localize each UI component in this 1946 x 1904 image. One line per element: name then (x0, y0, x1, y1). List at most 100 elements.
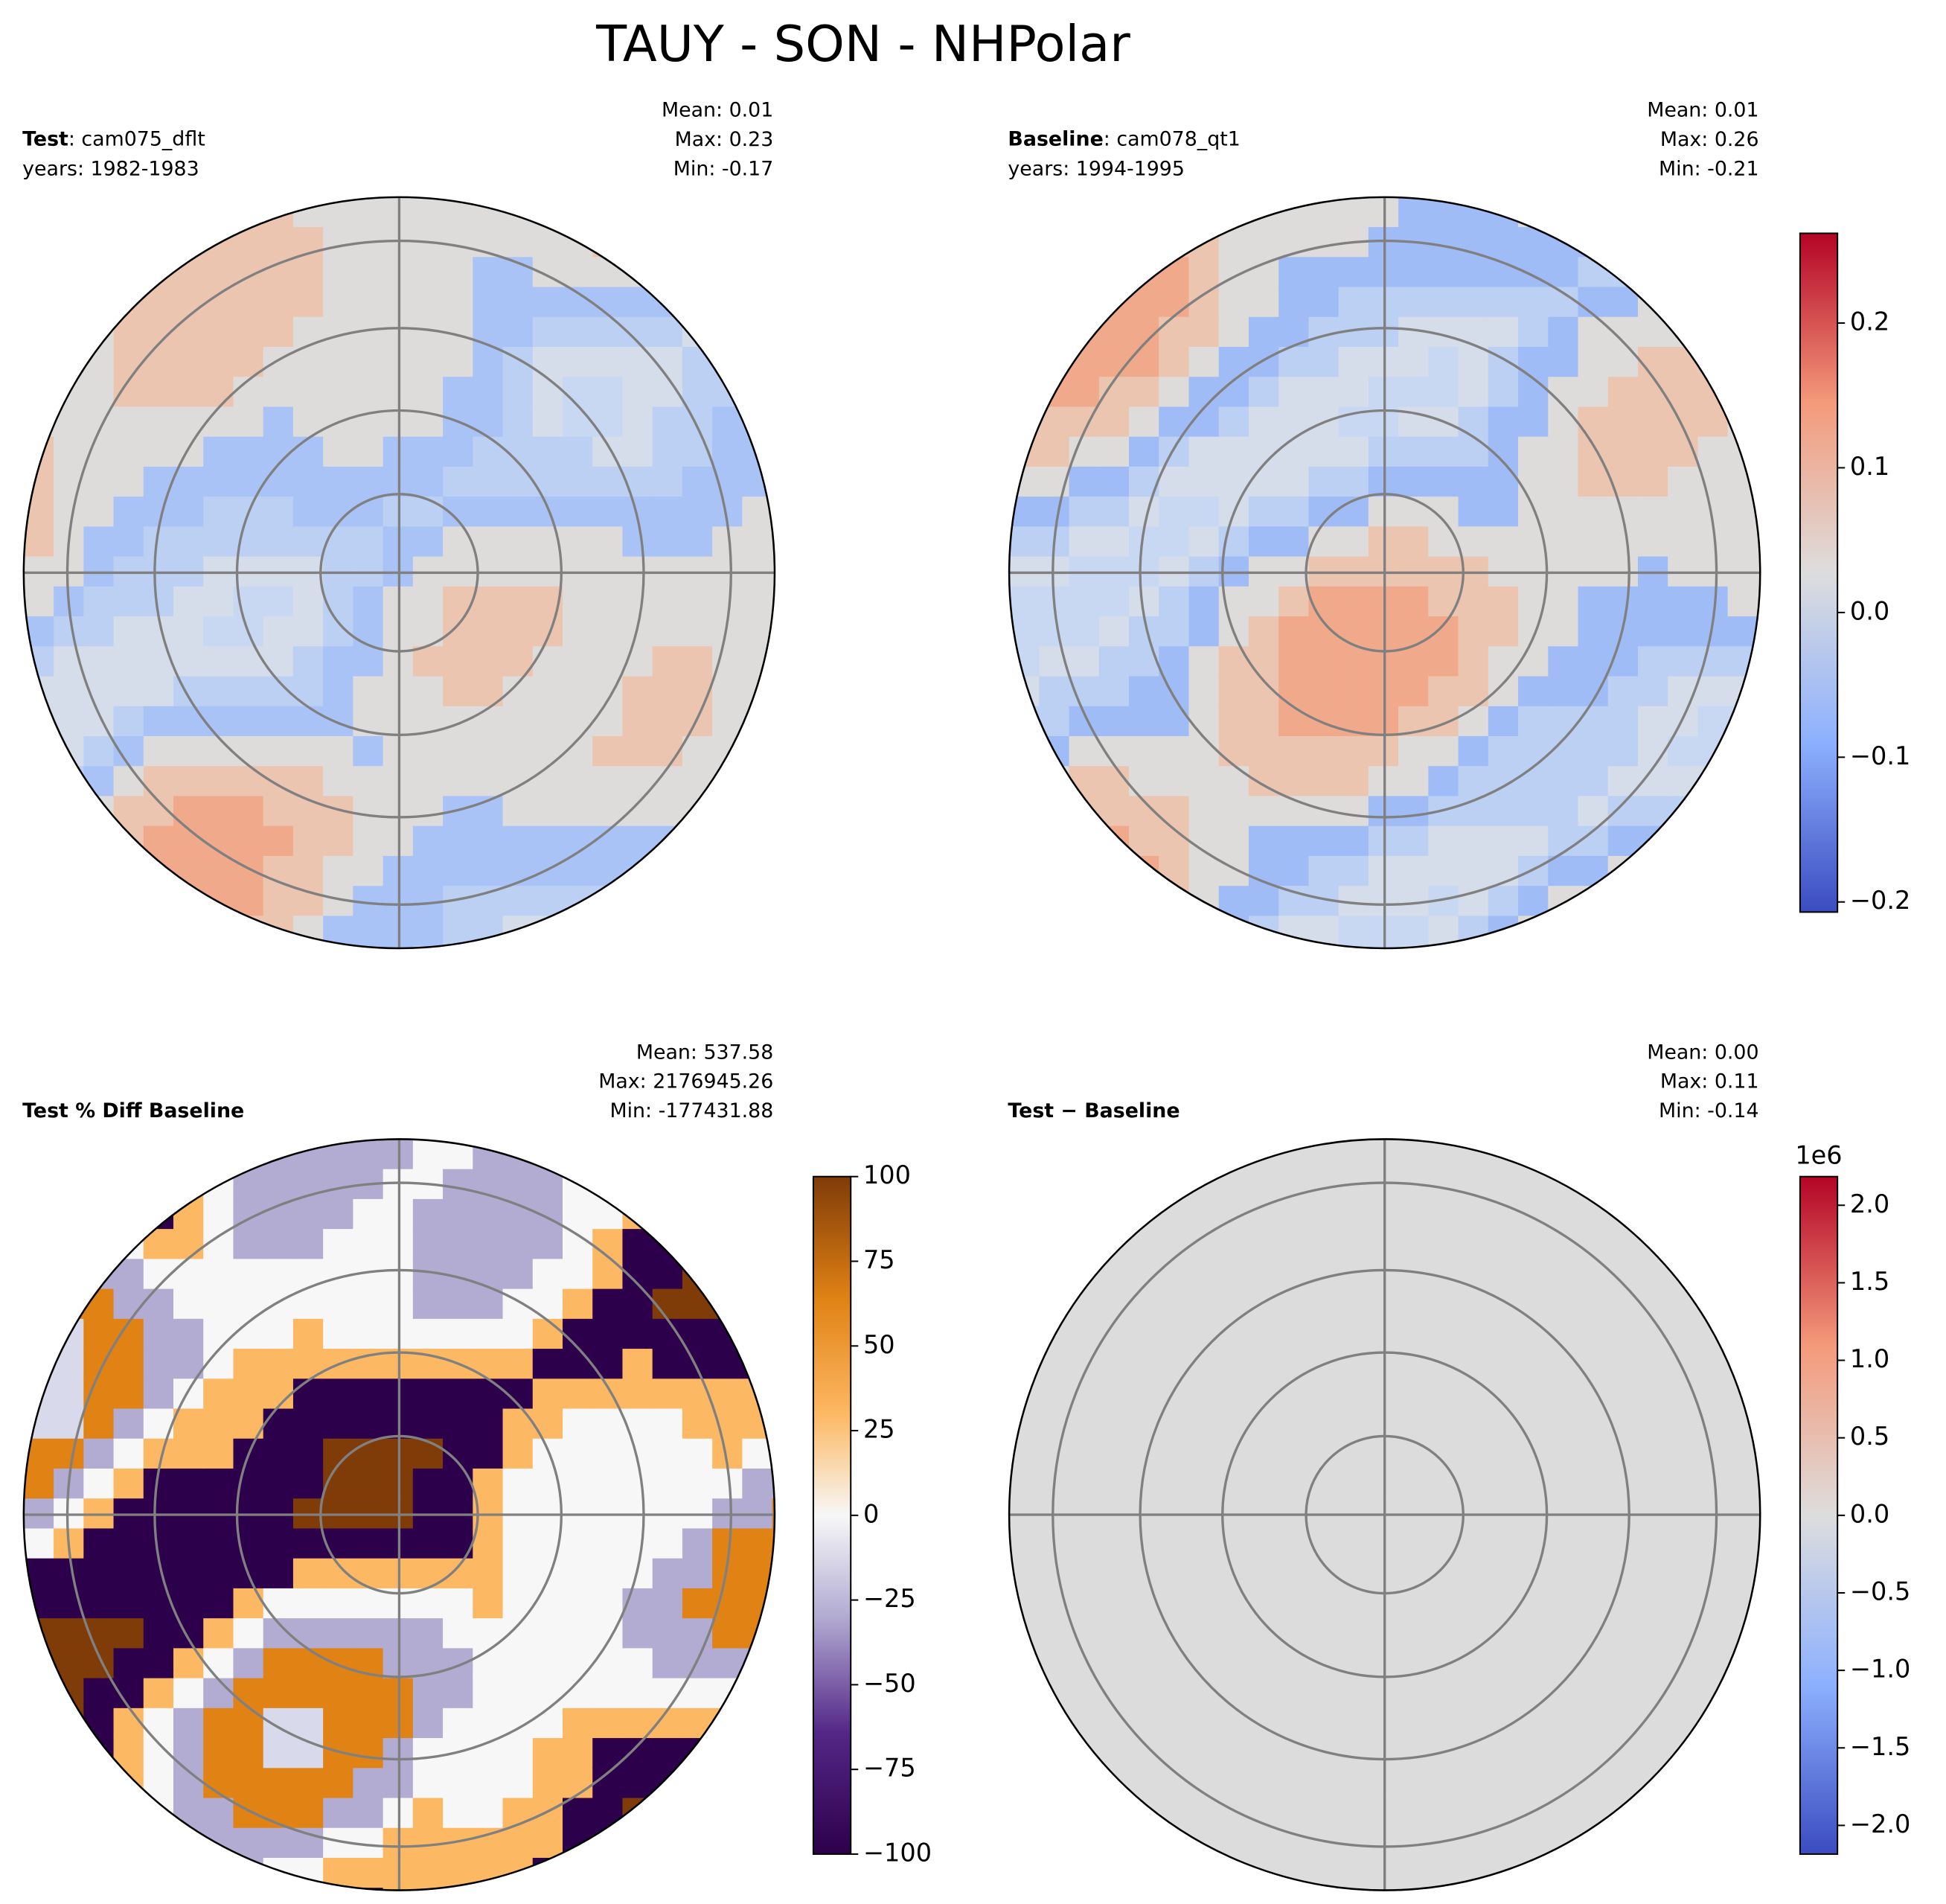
map-cell (292, 646, 324, 677)
map-cell (1308, 1648, 1340, 1679)
map-cell (23, 436, 54, 467)
map-cell (1727, 586, 1758, 617)
map-cell (532, 706, 563, 737)
map-cell (233, 1169, 264, 1200)
map-cell (323, 1888, 354, 1891)
map-cell (292, 586, 324, 617)
map-cell (652, 855, 683, 886)
map-cell (1548, 287, 1579, 318)
map-cell (622, 736, 653, 767)
map-cell (1069, 287, 1100, 318)
map-cell (473, 1438, 504, 1469)
map-cell (1488, 586, 1519, 617)
map-cell (23, 855, 54, 886)
map-cell (1757, 825, 1761, 857)
map-cell (1218, 796, 1249, 827)
map-cell (592, 646, 624, 677)
map-cell (113, 227, 144, 258)
map-cell (1697, 1198, 1729, 1230)
map-cell (1009, 257, 1040, 288)
map-cell (1548, 945, 1579, 948)
map-cell (54, 1379, 85, 1410)
map-cell (1129, 1588, 1160, 1619)
map-cell (1607, 1379, 1639, 1410)
map-cell (652, 496, 683, 528)
map-cell (1428, 1618, 1459, 1649)
map-cell (1218, 1259, 1249, 1290)
map-cell (682, 347, 713, 378)
map-cell (502, 1288, 534, 1320)
map-cell (1578, 1438, 1609, 1469)
map-cell (1578, 886, 1609, 917)
map-cell (772, 197, 775, 228)
map-cell (1098, 1438, 1130, 1469)
map-cell (532, 1408, 563, 1440)
map-cell (83, 257, 115, 288)
map-cell (412, 1768, 444, 1799)
map-cell (742, 916, 773, 947)
map-cell (1428, 616, 1459, 648)
map-cell (1488, 496, 1519, 528)
map-cell (1098, 1349, 1130, 1380)
map-cell (323, 825, 354, 857)
map-cell (1518, 1798, 1549, 1829)
map-cell (592, 197, 624, 228)
map-cell (1098, 1379, 1130, 1410)
map-cell (652, 1528, 683, 1559)
map-cell (1518, 1738, 1549, 1769)
map-cell (1727, 1678, 1758, 1709)
panel-years: years: 1982-1983 (22, 157, 199, 180)
map-cell (1518, 1678, 1549, 1709)
map-cell (412, 526, 444, 558)
map-cell (1488, 227, 1519, 258)
map-cell (1458, 825, 1489, 857)
map-cell (772, 1438, 775, 1469)
map-cell (443, 646, 474, 677)
map-cell (1039, 406, 1070, 438)
map-cell (203, 316, 234, 348)
map-cell (233, 796, 264, 827)
map-cell (1248, 1349, 1280, 1380)
map-cell (1248, 1888, 1280, 1891)
map-cell (563, 347, 594, 378)
map-cell (54, 227, 85, 258)
map-cell (682, 1198, 713, 1230)
map-cell (113, 646, 144, 677)
map-cell (113, 916, 144, 947)
colorbar-tick-label: 75 (863, 1245, 895, 1274)
map-cell (173, 377, 205, 408)
map-cell (1607, 1618, 1639, 1649)
map-cell (1398, 347, 1430, 378)
map-cell (1727, 1198, 1758, 1230)
map-cell (473, 1827, 504, 1859)
map-cell (682, 1798, 713, 1829)
map-cell (1757, 1768, 1761, 1799)
map-cell (1697, 706, 1729, 737)
map-cell (1428, 287, 1459, 318)
map-cell (83, 1468, 115, 1500)
map-cell (323, 1798, 354, 1829)
map-cell (712, 886, 743, 917)
map-cell (563, 1468, 594, 1500)
map-cell (292, 1738, 324, 1769)
map-cell (682, 377, 713, 408)
map-cell (113, 945, 144, 948)
map-cell (532, 1438, 563, 1469)
map-cell (682, 1468, 713, 1500)
map-cell (742, 1738, 773, 1769)
map-cell (563, 1798, 594, 1829)
map-cell (353, 1229, 384, 1260)
map-cell (1518, 1707, 1549, 1739)
map-cell (203, 646, 234, 677)
map-cell (23, 766, 54, 797)
map-cell (1248, 1678, 1280, 1709)
map-cell (263, 886, 294, 917)
map-cell (263, 1318, 294, 1349)
map-cell (1727, 736, 1758, 767)
map-cell (323, 287, 354, 318)
map-cell (1098, 1558, 1130, 1589)
map-cell (1518, 1888, 1549, 1891)
map-cell (502, 1768, 534, 1799)
map-cell (1697, 916, 1729, 947)
map-cell (1338, 526, 1369, 558)
